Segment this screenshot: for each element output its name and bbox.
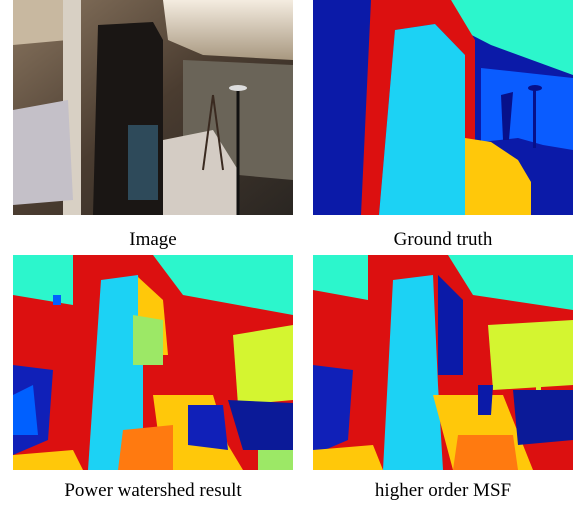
photo [13,0,293,215]
caption: Image [129,229,176,250]
caption: Power watershed result [64,480,242,501]
ground-truth-segmentation [313,0,573,215]
power-watershed-segmentation [13,255,293,470]
caption: Ground truth [394,229,493,250]
msf-segmentation [313,255,573,470]
caption: higher order MSF [375,480,511,501]
